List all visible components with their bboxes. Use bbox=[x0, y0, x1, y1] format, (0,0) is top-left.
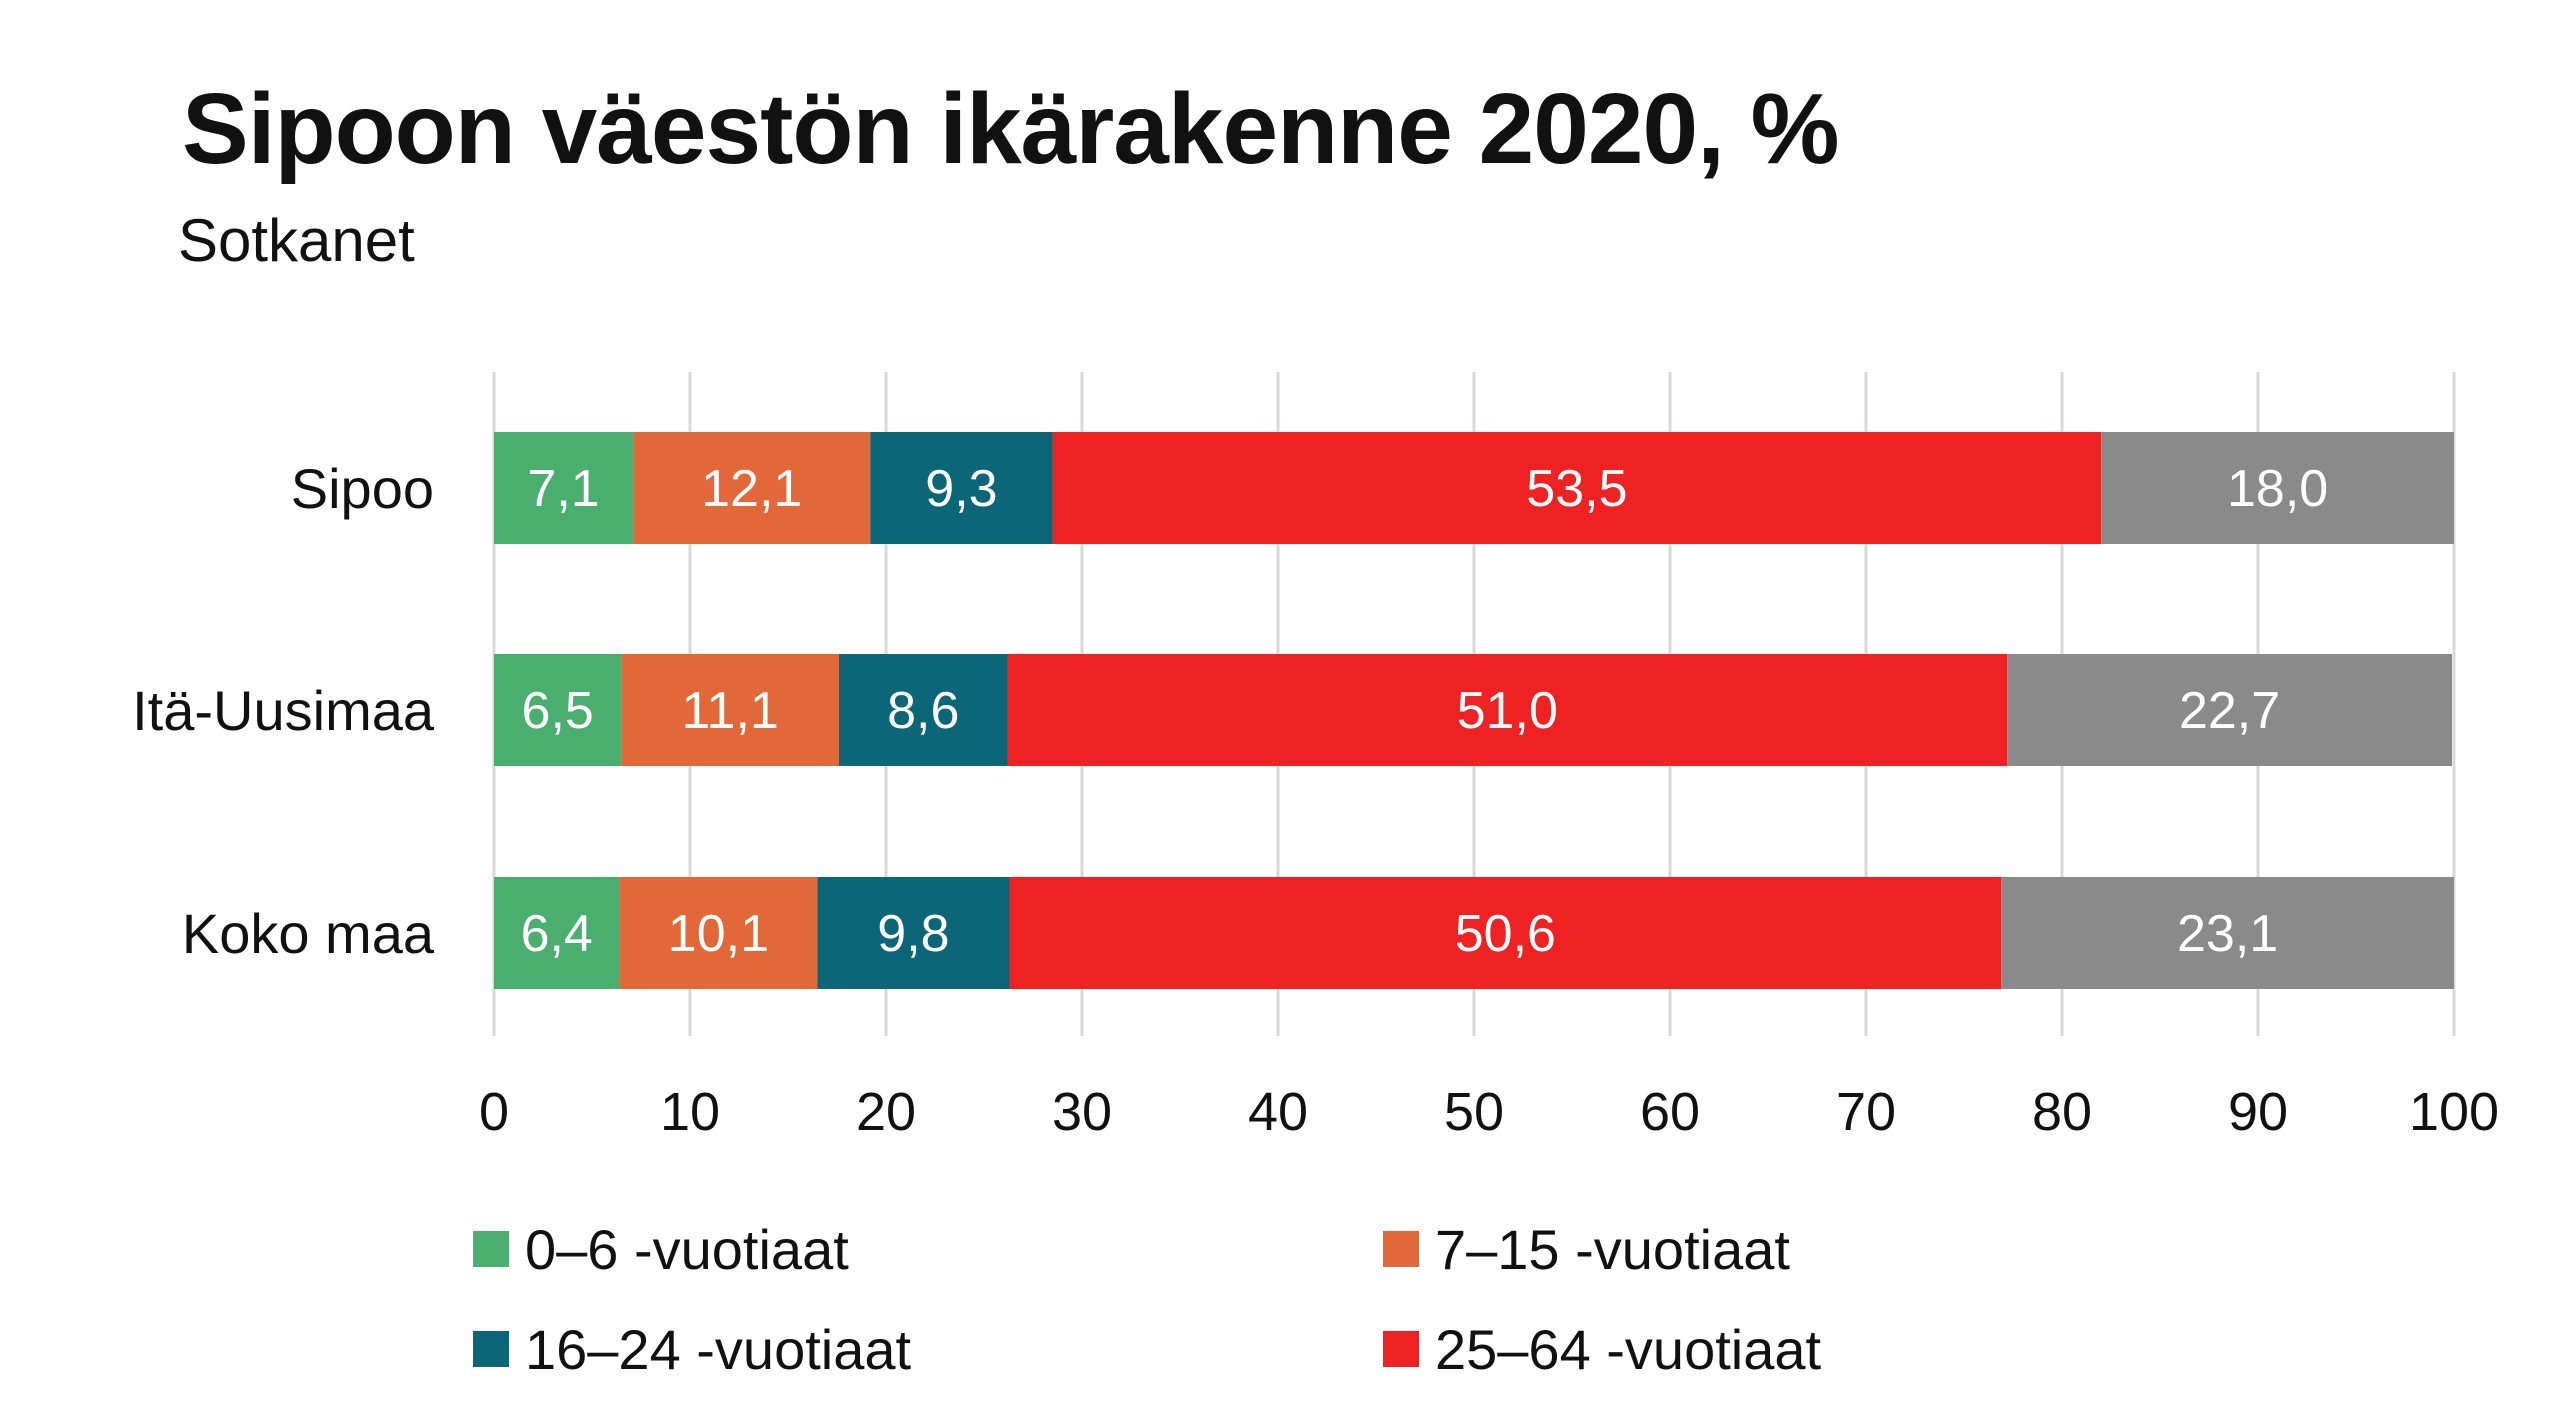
bar-value-label: 11,1 bbox=[682, 682, 779, 740]
legend-label: 25–64 -vuotiaat bbox=[1435, 1318, 1822, 1381]
bar-value-label: 10,1 bbox=[668, 905, 769, 963]
bar-value-label: 9,8 bbox=[877, 905, 949, 963]
x-tick-label-70: 70 bbox=[1836, 1082, 1896, 1142]
legend-label: 16–24 -vuotiaat bbox=[525, 1318, 912, 1381]
bar-segment bbox=[1007, 654, 2008, 766]
x-tick-label-30: 30 bbox=[1052, 1082, 1112, 1142]
legend-swatch bbox=[473, 1331, 509, 1367]
legend-swatch bbox=[1383, 1231, 1419, 1267]
bar-value-label: 8,6 bbox=[887, 682, 959, 740]
legend-swatch bbox=[1383, 1331, 1419, 1367]
bar-segment bbox=[2001, 877, 2454, 989]
x-tick-label-60: 60 bbox=[1640, 1082, 1700, 1142]
bar-value-label: 7,1 bbox=[527, 460, 599, 518]
bar-segment bbox=[633, 432, 871, 544]
bar-segment bbox=[494, 654, 622, 766]
x-tick-label-40: 40 bbox=[1248, 1082, 1308, 1142]
x-tick-label-100: 100 bbox=[2409, 1082, 2499, 1142]
bar-value-label: 22,7 bbox=[2179, 682, 2280, 740]
bar-value-label: 12,1 bbox=[701, 460, 802, 518]
x-tick-label-50: 50 bbox=[1444, 1082, 1504, 1142]
bar-segment bbox=[494, 877, 620, 989]
legend-label: 7–15 -vuotiaat bbox=[1435, 1218, 1790, 1281]
x-tick-label-80: 80 bbox=[2032, 1082, 2092, 1142]
bar-segment bbox=[838, 654, 1008, 766]
chart-subtitle: Sotkanet bbox=[178, 207, 415, 274]
bar-value-label: 18,0 bbox=[2227, 460, 2328, 518]
x-tick-label-0: 0 bbox=[479, 1082, 509, 1142]
bar-segment bbox=[494, 432, 634, 544]
bar-segment bbox=[621, 654, 839, 766]
bar-segment bbox=[817, 877, 1010, 989]
bar-segment bbox=[870, 432, 1053, 544]
bar-value-label: 23,1 bbox=[2177, 905, 2278, 963]
x-tick-label-90: 90 bbox=[2228, 1082, 2288, 1142]
bar-segment bbox=[2007, 654, 2453, 766]
bars: 7,1 12,1 9,3 53,5 18,0 6,5 11,1 8,6 51,0 22,7 6,4 1… bbox=[494, 432, 2454, 989]
bar-value-label: 51,0 bbox=[1457, 682, 1558, 740]
x-tick-label-10: 10 bbox=[660, 1082, 720, 1142]
bar-segment bbox=[1052, 432, 2102, 544]
legend: 0–6 -vuotiaat 7–15 -vuotiaat 16–24 -vuotia… bbox=[473, 1218, 1822, 1381]
bar-segment bbox=[2101, 432, 2454, 544]
category-label-sipoo: Sipoo bbox=[291, 457, 434, 520]
bar-value-label: 53,5 bbox=[1526, 460, 1627, 518]
category-label-koko-maa: Koko maa bbox=[182, 902, 435, 965]
legend-swatch bbox=[473, 1231, 509, 1267]
x-tick-label-20: 20 bbox=[856, 1082, 916, 1142]
bar-value-label: 6,5 bbox=[522, 682, 594, 740]
bar-segment bbox=[619, 877, 818, 989]
bar-value-label: 6,4 bbox=[521, 905, 593, 963]
bar-value-label: 9,3 bbox=[925, 460, 997, 518]
chart-title: Sipoon väestön ikärakenne 2020, % bbox=[182, 73, 1840, 185]
bar-value-label: 50,6 bbox=[1455, 905, 1556, 963]
category-labels: Sipoo Itä-Uusimaa Koko maa bbox=[132, 457, 435, 965]
bar-segment bbox=[1009, 877, 2002, 989]
category-label-itä-uusimaa: Itä-Uusimaa bbox=[132, 679, 435, 742]
legend-label: 0–6 -vuotiaat bbox=[525, 1218, 849, 1281]
x-axis-ticks: 0 10 20 30 40 50 60 70 80 90 100 bbox=[479, 1082, 2499, 1142]
